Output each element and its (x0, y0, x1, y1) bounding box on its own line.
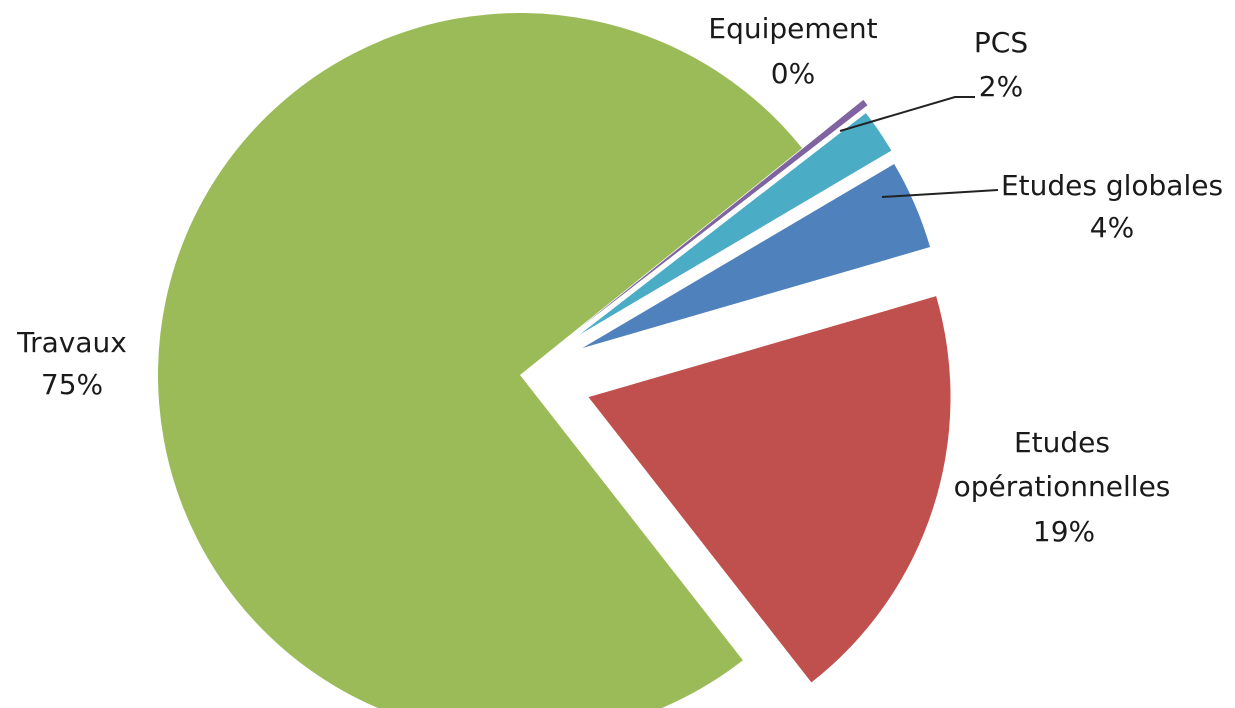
slice-label-equipement: Equipement (708, 12, 877, 45)
slice-value-etudes-globales: 4% (1090, 211, 1134, 244)
leader-lines (839, 96, 999, 198)
pie-slice-equipement (581, 99, 868, 327)
slice-value-equipement: 0% (771, 57, 815, 90)
pie-slice-pcs (579, 113, 892, 335)
slices-layer (158, 13, 951, 708)
slice-label-travaux: Travaux (16, 326, 127, 359)
slice-value-pcs: 2% (979, 70, 1023, 103)
leader-line-pcs (839, 96, 975, 132)
slice-label-etudes-operationnelles: Etudes opérationnelles (954, 426, 1171, 503)
slice-label-pcs: PCS (974, 26, 1028, 59)
pie-slice-travaux (158, 13, 803, 708)
slice-value-travaux: 75% (41, 368, 103, 401)
leader-line-etudes-globales (881, 189, 999, 198)
slice-value-etudes-operationnelles: 19% (1033, 515, 1095, 548)
pie-slice-etudes-op-rationnelles (588, 296, 951, 683)
slice-label-etudes-globales: Etudes globales (1001, 169, 1223, 202)
pie-slice-etudes-globales (582, 164, 931, 349)
labels-layer: Travaux 75% Equipement 0% PCS 2% Etudes … (16, 12, 1223, 548)
